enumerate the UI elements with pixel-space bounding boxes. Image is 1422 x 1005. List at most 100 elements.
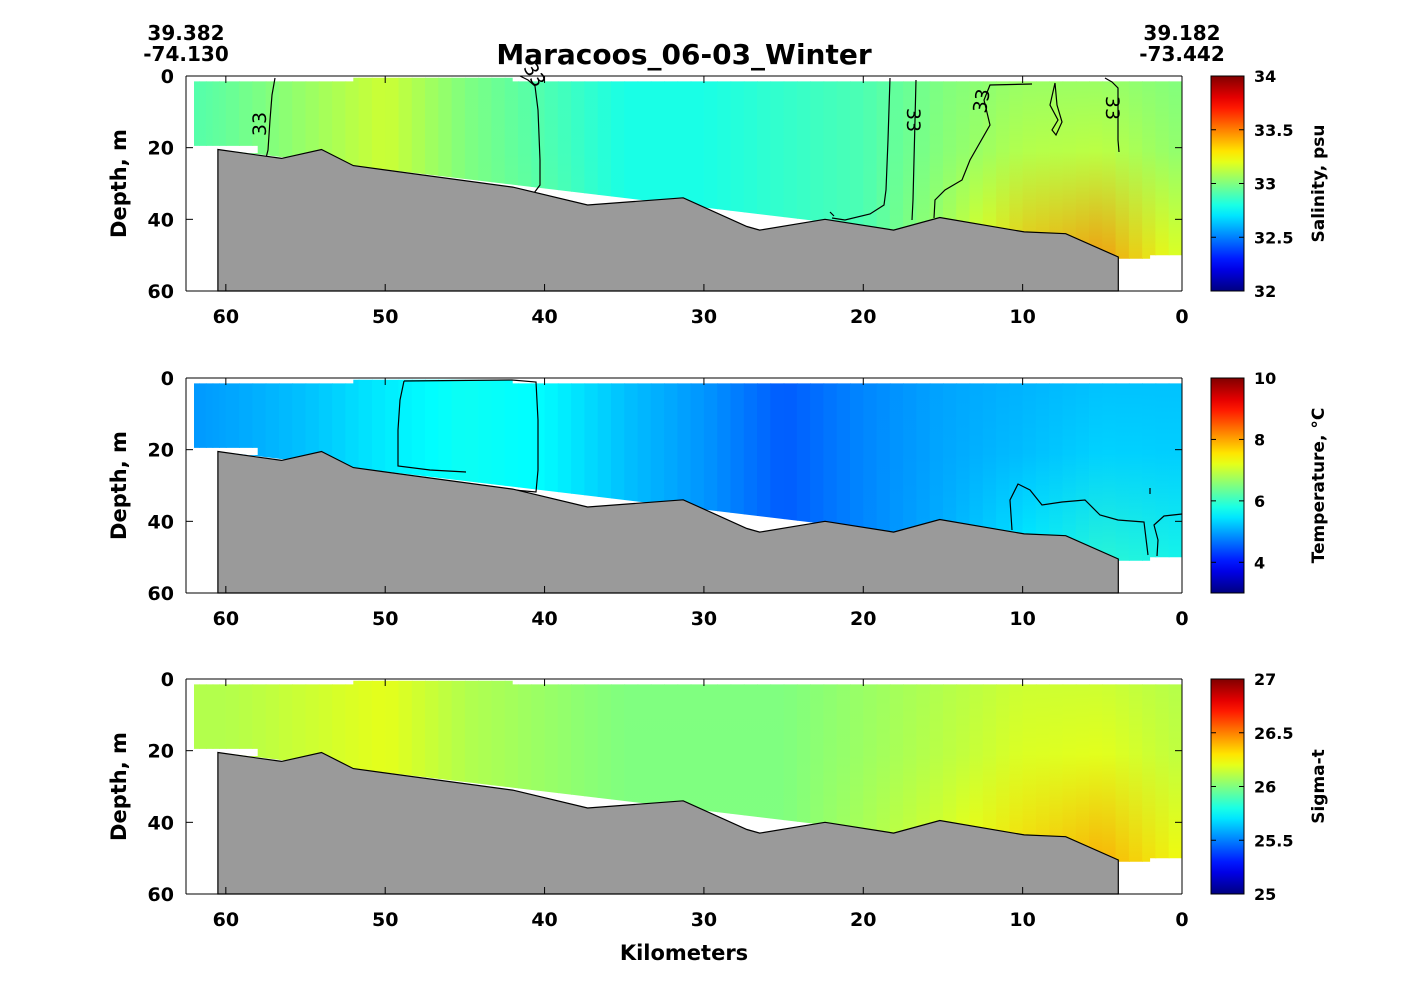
field-cell [889,680,904,862]
chart-title: Maracoos_06-03_Winter [496,38,872,71]
field-cell [1155,379,1170,561]
left-latitude: 39.382 [147,21,224,45]
field-cell [796,379,811,561]
field-cell [889,77,904,259]
x-tick-label: 20 [850,909,876,931]
colorbar-tick-label: 33 [1254,175,1276,194]
colorbar-label: Salinity, psu [1309,125,1329,243]
field-cell [1089,77,1104,259]
field-cell [889,379,904,561]
field-cell [996,77,1011,259]
field-cell [205,680,214,862]
contour-line [911,79,917,221]
x-tick-label: 40 [531,306,557,328]
field-cell [929,379,944,561]
colorbar-tick-label: 26 [1254,778,1276,797]
salinity-colorbar: 32 32.5 33 33.5 34 Salinity, psu [1210,67,1329,301]
field-cell [1075,680,1090,862]
field-cell [823,379,838,561]
field-cell [194,379,200,561]
field-cell [916,379,931,561]
field-cell [783,77,798,259]
colorbar-tick-label: 6 [1254,492,1265,511]
field-cell [836,77,851,259]
field-cell [836,379,851,561]
field-cell [1022,379,1037,561]
field-cell [1075,77,1090,259]
field-cell [1062,680,1077,862]
field-cell [863,77,878,259]
contour-line [265,77,276,159]
x-tick-label: 0 [1175,608,1188,630]
y-tick-label: 60 [148,281,174,303]
x-tick-label: 10 [1009,909,1035,931]
field-cell [1009,77,1024,259]
y-tick-label: 20 [148,440,174,462]
field-cell [1168,680,1182,862]
contour-line [519,75,541,194]
field-cell [1009,379,1024,561]
sigma-t-colorbar: 25 25.5 26 26.5 27 Sigma-t [1210,670,1329,904]
colorbar-label: Temperature, °C [1309,408,1329,564]
colorbar-tick-label: 26.5 [1254,724,1293,743]
y-tick-label: 60 [148,884,174,906]
x-tick-label: 40 [531,909,557,931]
field-cell [199,379,207,561]
field-cell [1142,680,1157,862]
left-longitude: -74.130 [143,42,228,66]
field-cell [903,77,918,259]
field-cell [1128,77,1143,259]
field-cell [1142,77,1157,259]
field-cell [916,77,931,259]
x-axis-label: Kilometers [620,941,748,965]
field-cell [903,680,918,862]
colorbar-tick-label: 34 [1254,67,1276,86]
field-cell [1115,77,1130,259]
seafloor-bathymetry [217,148,1119,292]
colorbar-tick-label: 4 [1254,553,1265,572]
field-cell [903,379,918,561]
panel-salinity: 33 33 33 33 33 60 50 40 30 20 10 0 0 20 40 60 Depth… [107,59,1329,328]
field-cell [783,379,798,561]
field-cell [1035,379,1050,561]
field-cell [836,680,851,862]
contour-line [397,379,539,493]
contour-label: 33 [1101,96,1123,120]
field-cell [1062,379,1077,561]
seafloor [217,450,1119,594]
seafloor-bathymetry [217,450,1119,594]
field-cell [943,379,958,561]
field-cell [199,680,207,862]
field-cell [810,379,825,561]
field-cell [863,680,878,862]
field-cell [1102,379,1117,561]
field-cell [757,379,772,561]
x-tick-label: 50 [372,306,398,328]
y-axis-label: Depth, m [107,129,131,238]
x-tick-label: 50 [372,608,398,630]
field-cell [770,379,785,561]
field-cell [1022,680,1037,862]
sigma-t-axes: 60 50 40 30 20 10 0 0 20 40 60 Depth, m [107,669,1189,931]
x-tick-label: 60 [213,909,239,931]
field-cell [1089,379,1104,561]
field-cell [810,680,825,862]
field-cell [969,77,984,259]
field-cell [1049,77,1064,259]
field-cell [1155,77,1170,259]
colorbar-tick-label: 32 [1254,282,1276,301]
field-cell [823,77,838,259]
field-cell [1102,77,1117,259]
field-cell [1168,379,1182,561]
contour-line [933,83,1033,219]
field-cell [929,680,944,862]
seafloor-bathymetry [217,751,1119,895]
field-cell [956,680,971,862]
x-tick-label: 60 [213,608,239,630]
field-cell [1102,680,1117,862]
field-cell [757,77,772,259]
colorbar-tick-label: 25 [1254,885,1276,904]
field-cell [1035,680,1050,862]
field-cell [863,379,878,561]
field-cell [1035,77,1050,259]
